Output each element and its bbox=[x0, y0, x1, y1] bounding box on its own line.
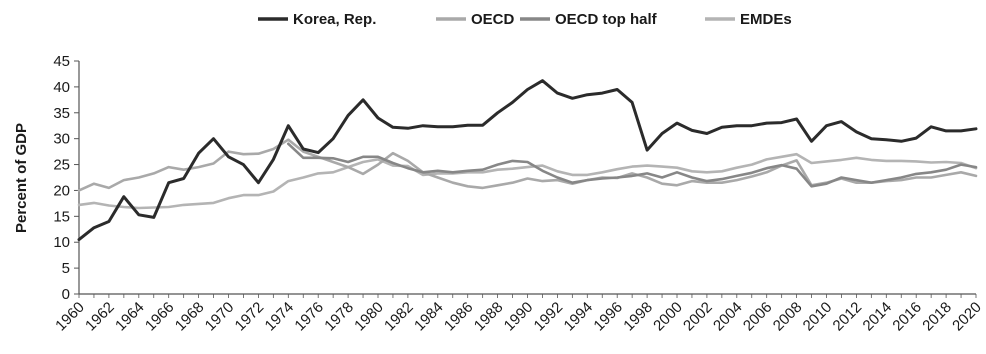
y-tick-label: 20 bbox=[53, 182, 70, 199]
y-tick-label: 40 bbox=[53, 79, 70, 96]
y-tick-label: 45 bbox=[53, 53, 70, 70]
x-tick-label: 2000 bbox=[650, 299, 686, 335]
x-tick-label: 1968 bbox=[172, 299, 208, 335]
x-tick-label: 1964 bbox=[112, 299, 148, 335]
legend-label: OECD top half bbox=[555, 11, 658, 28]
y-tick-label: 30 bbox=[53, 131, 70, 148]
x-tick-label: 1960 bbox=[52, 299, 88, 335]
y-tick-label: 35 bbox=[53, 105, 70, 122]
y-tick-label: 15 bbox=[53, 208, 70, 225]
y-tick-label: 10 bbox=[53, 234, 70, 251]
x-tick-label: 1966 bbox=[142, 299, 178, 335]
series-line-emdes bbox=[77, 152, 978, 210]
x-tick-label: 1976 bbox=[291, 299, 327, 335]
series-line-oecd-top-half bbox=[287, 142, 978, 188]
x-tick-label: 1986 bbox=[441, 299, 477, 335]
x-tick-label: 2002 bbox=[680, 299, 716, 335]
x-tick-label: 1988 bbox=[471, 299, 507, 335]
x-tick-label: 2016 bbox=[889, 299, 925, 335]
x-tick-label: 1972 bbox=[232, 299, 268, 335]
series-line-oecd bbox=[77, 138, 978, 192]
x-tick-label: 1990 bbox=[501, 299, 537, 335]
series-lines bbox=[77, 79, 978, 242]
x-tick-label: 1970 bbox=[202, 299, 238, 335]
x-tick-label: 2018 bbox=[919, 299, 955, 335]
x-tick-label: 1994 bbox=[561, 299, 597, 335]
x-tick-label: 2012 bbox=[830, 299, 866, 335]
y-axis-title: Percent of GDP bbox=[13, 123, 30, 233]
legend-label: Korea, Rep. bbox=[293, 11, 376, 28]
y-tick-labels: 0 5 10 15 20 25 30 35 40 45 bbox=[53, 53, 79, 303]
legend-label: EMDEs bbox=[740, 11, 792, 28]
x-tick-labels: 1960196219641966196819701972197419761978… bbox=[52, 294, 985, 334]
x-tick-label: 1996 bbox=[590, 299, 626, 335]
x-tick-label: 1998 bbox=[620, 299, 656, 335]
x-tick-label: 1984 bbox=[411, 299, 447, 335]
series-line-korea-rep bbox=[77, 79, 978, 242]
x-tick-label: 1962 bbox=[82, 299, 118, 335]
x-tick-label: 2008 bbox=[770, 299, 806, 335]
x-tick-label: 2020 bbox=[949, 299, 985, 335]
x-tick-label: 1978 bbox=[321, 299, 357, 335]
x-tick-label: 2010 bbox=[800, 299, 836, 335]
x-tick-label: 1992 bbox=[531, 299, 567, 335]
x-tick-label: 2006 bbox=[740, 299, 776, 335]
x-tick-label: 2014 bbox=[860, 299, 896, 335]
y-tick-label: 25 bbox=[53, 157, 70, 174]
legend-label: OECD bbox=[471, 11, 515, 28]
y-tick-label: 5 bbox=[62, 260, 70, 277]
x-tick-label: 1980 bbox=[351, 299, 387, 335]
y-tick-label: 0 bbox=[62, 286, 70, 303]
x-tick-label: 2004 bbox=[710, 299, 746, 335]
legend: Korea, Rep. OECD OECD top half EMDEs bbox=[258, 11, 792, 28]
x-tick-label: 1974 bbox=[262, 299, 298, 335]
x-tick-label: 1982 bbox=[381, 299, 417, 335]
